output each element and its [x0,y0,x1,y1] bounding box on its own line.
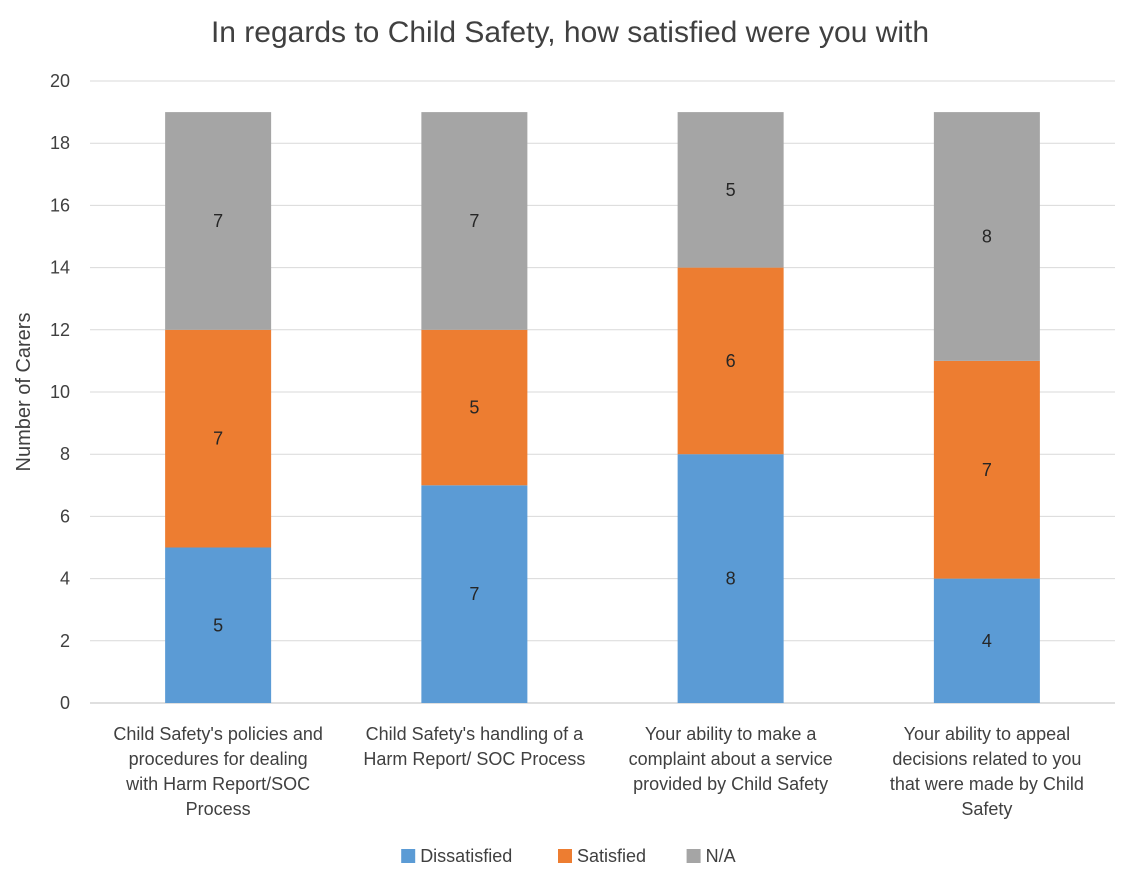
legend-label: Dissatisfied [420,846,512,866]
data-label: 7 [469,584,479,604]
data-label: 8 [726,569,736,589]
data-label: 5 [469,398,479,418]
y-tick-label: 14 [50,258,70,278]
bar-segment-dissatisfied [933,578,1040,703]
bar-segment-dissatisfied [165,547,272,703]
x-category-label: Child Safety's policies and procedures fo… [113,724,323,819]
legend-swatch-dissatisfied [401,849,416,863]
bar-segment-dissatisfied [677,454,784,703]
y-tick-label: 10 [50,382,70,402]
y-tick-label: 8 [60,444,70,464]
data-label: 6 [726,351,736,371]
x-axis-categories: Child Safety's policies and procedures fo… [113,724,1084,819]
y-tick-label: 0 [60,693,70,713]
bar-segment-n-a [677,112,784,268]
data-label: 7 [213,429,223,449]
y-tick-label: 18 [50,133,70,153]
bar-segment-satisfied [421,329,528,486]
y-tick-label: 20 [50,71,70,91]
data-label: 7 [469,211,479,231]
y-tick-label: 12 [50,320,70,340]
chart-title: In regards to Child Safety, how satisfie… [211,16,929,49]
y-tick-label: 2 [60,631,70,651]
data-label: 5 [213,615,223,635]
y-tick-label: 4 [60,569,70,589]
bar-segment-n-a [165,112,272,330]
bar-segment-satisfied [933,360,1040,579]
bar-segment-n-a [421,112,528,330]
bar-series: 5 7 7 7 5 7 8 6 5 4 7 8 [165,112,1040,703]
bar-segment-satisfied [677,267,784,455]
bar-segment-satisfied [165,329,272,548]
bar-segment-dissatisfied [421,485,528,703]
data-label: 7 [213,211,223,231]
data-label: 8 [982,227,992,247]
data-label: 4 [982,631,992,651]
x-category-label: Your ability to make a complaint about a … [629,724,833,794]
x-category-label: Child Safety's handling of a Harm Report/… [363,724,585,769]
y-tick-label: 16 [50,195,70,215]
y-axis-ticks: 0 2 4 6 8 10 12 14 16 18 20 [50,71,70,713]
legend-swatch-satisfied [558,849,572,863]
legend: Dissatisfied Satisfied N/A [401,846,736,866]
y-axis-label: Number of Carers [13,313,35,472]
data-label: 7 [982,460,992,480]
legend-swatch-n-a [686,849,701,863]
bar-segment-n-a [933,112,1040,361]
y-tick-label: 6 [60,506,70,526]
x-category-label: Your ability to appeal decisions related … [890,724,1084,819]
legend-label: N/A [706,846,736,866]
data-label: 5 [726,180,736,200]
legend-label: Satisfied [577,846,646,866]
